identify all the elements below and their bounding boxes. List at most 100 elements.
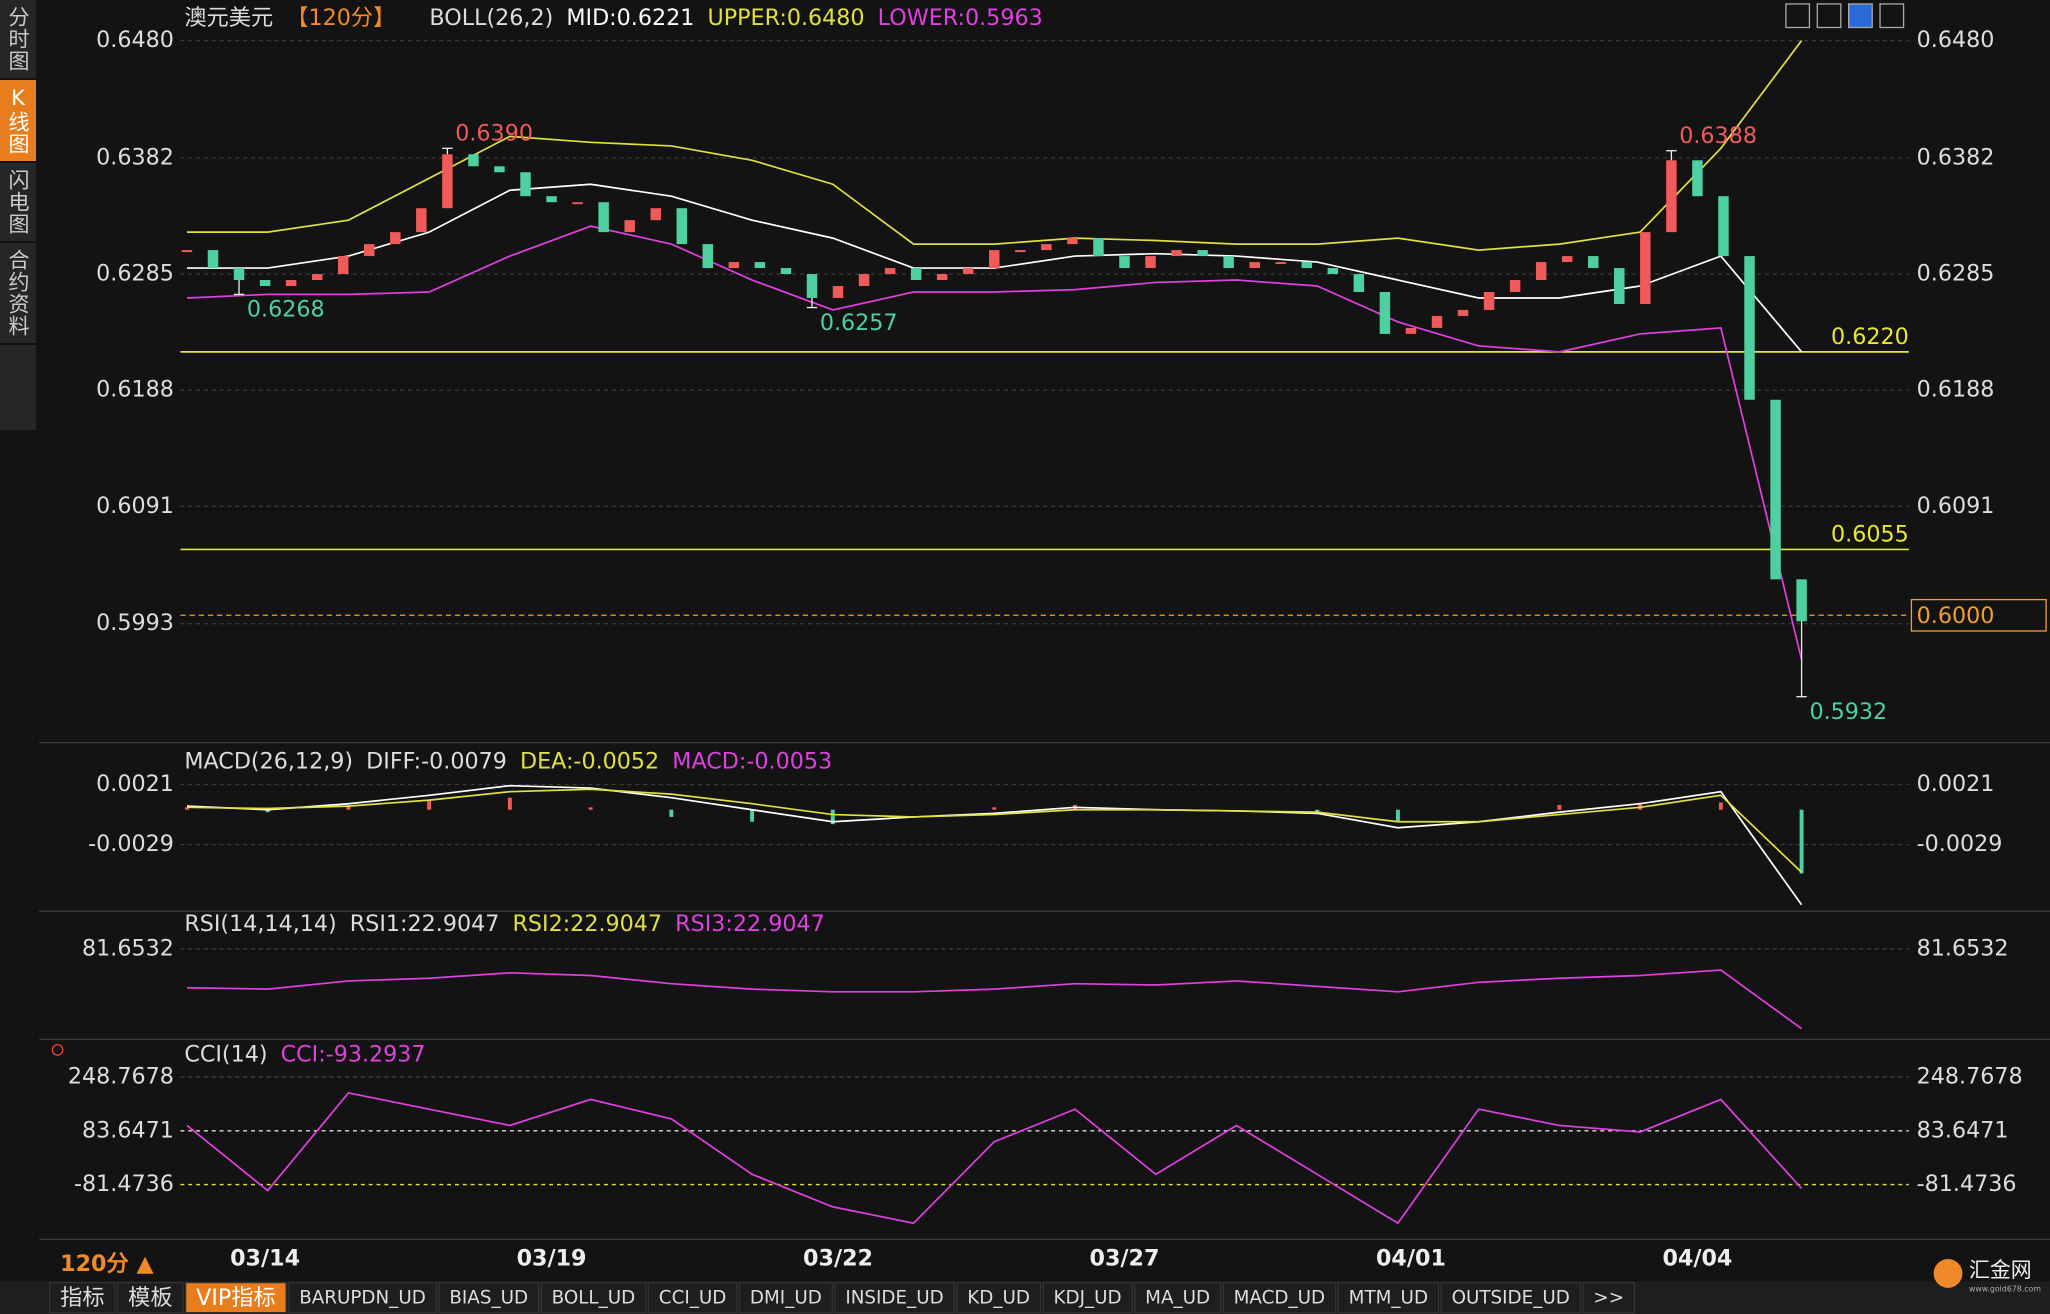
candle [311,274,323,281]
icon[interactable] [1816,3,1842,29]
toolbar-tab[interactable] [1134,1281,1222,1314]
icon[interactable] [1785,3,1811,29]
toolbar-tab-label: KD_UD [967,1287,1030,1308]
candle [728,262,740,269]
candle [181,250,193,253]
toolbar-tab[interactable] [1042,1281,1133,1314]
sidebar: 分时图 K线图 闪电图 合约资料 [0,0,36,430]
indicator-line [186,784,1803,906]
toolbar-tab[interactable] [1337,1281,1440,1314]
last-price-tag [1910,598,2047,632]
candle [1197,250,1208,257]
candle [1457,309,1469,316]
candle [832,286,844,298]
candle [702,244,714,269]
candle [1145,256,1156,269]
toolbar-tab[interactable] [116,1281,184,1314]
panel-header: 【120分】 [286,5,395,31]
toolbar-tab-label: MTM_UD [1349,1287,1428,1308]
candle [364,244,375,257]
y-tick-label: 0.0021 [96,771,174,797]
y-tick-label-right: 0.6480 [1917,27,1995,53]
period-button[interactable]: 120分 ▲ [60,1251,154,1277]
level-label: 0.6055 [1831,522,1909,548]
sidebar-tab[interactable]: 闪电图 [0,163,36,243]
candle [1666,160,1677,233]
x-tick-label: 03/27 [1090,1246,1160,1272]
y-tick-label-right: 0.6188 [1917,377,1995,403]
candle [1093,238,1104,257]
candle [780,268,792,275]
y-tick-label: 81.6532 [82,935,174,961]
toolbar-tab[interactable] [1440,1281,1581,1314]
panel-header: UPPER:0.6480 [707,5,864,31]
y-tick-label: 83.6471 [82,1117,174,1143]
sidebar-tab[interactable]: K线图 [0,80,36,163]
toolbar-tab[interactable] [288,1281,437,1314]
panel-header: CCI:-93.2937 [281,1042,426,1068]
logo-url: www.gold678.com [1969,1285,2041,1294]
y-tick-label: 0.5993 [96,610,174,636]
icon[interactable] [1848,3,1873,29]
panel-header: 澳元美元 [184,5,273,31]
toolbar-tab[interactable] [438,1281,540,1314]
candle [858,274,870,287]
candle [1561,256,1573,263]
toolbar-tab[interactable] [49,1281,116,1314]
panel-header: RSI2:22.9047 [512,911,662,937]
toolbar-icons [1785,3,1905,29]
candle [1718,196,1729,257]
toolbar-tab[interactable] [1582,1281,1636,1314]
panel-header: CCI(14) [184,1042,267,1068]
candle [285,280,297,287]
y-tick-label: 0.6382 [96,144,174,170]
toolbar-tab-label: OUTSIDE_UD [1452,1287,1570,1308]
extreme-label: 0.6268 [247,297,325,323]
toolbar-tab[interactable] [1222,1281,1337,1314]
candle [1796,579,1807,622]
sidebar-tab[interactable]: 合约资料 [0,243,36,345]
panel-header: RSI(14,14,14) [184,911,336,937]
candle [1327,268,1339,275]
toolbar-tab[interactable] [540,1281,647,1314]
toolbar-tab[interactable] [834,1281,955,1314]
icon[interactable] [1879,3,1905,29]
candle [1171,250,1182,257]
y-tick-label-right: 248.7678 [1917,1064,2023,1090]
candle [1640,232,1651,304]
x-tick-label: 04/04 [1662,1246,1732,1272]
candle [1770,399,1781,580]
candle [1379,292,1391,334]
panel-header: RSI1:22.9047 [350,911,500,937]
panel-header: MACD(26,12,9) [184,749,353,775]
candle [624,220,635,233]
toolbar-tab[interactable] [184,1281,287,1314]
panel-header: BOLL(26,2) [429,5,553,31]
toolbar-tab[interactable] [647,1281,738,1314]
indicator-line [186,788,1803,873]
toolbar-tab[interactable] [738,1281,833,1314]
logo-icon [1933,1259,1963,1288]
candle [233,268,245,281]
extreme-label: 0.6388 [1679,123,1757,149]
toolbar-tab[interactable] [956,1281,1042,1314]
candle [494,166,505,173]
candle [989,250,1000,269]
x-tick-label: 03/14 [230,1246,300,1272]
candle [1041,244,1052,251]
panel-header: DIFF:-0.0079 [366,749,507,775]
toolbar-tab-label: BOLL_UD [552,1287,636,1308]
candle [1223,256,1234,269]
y-tick-label: -0.0029 [88,831,174,857]
candle [1692,160,1703,197]
panel-header: DEA:-0.0052 [520,749,659,775]
y-tick-label: 0.6091 [96,493,174,519]
candle [337,256,349,275]
y-tick-label-right: 0.0021 [1917,771,1995,797]
sidebar-tab[interactable]: 分时图 [0,0,36,80]
extreme-label: 0.6257 [820,310,898,336]
candle [598,202,609,233]
y-tick-label-right: 0.6382 [1917,144,1995,170]
x-tick-label: 04/01 [1376,1246,1446,1272]
